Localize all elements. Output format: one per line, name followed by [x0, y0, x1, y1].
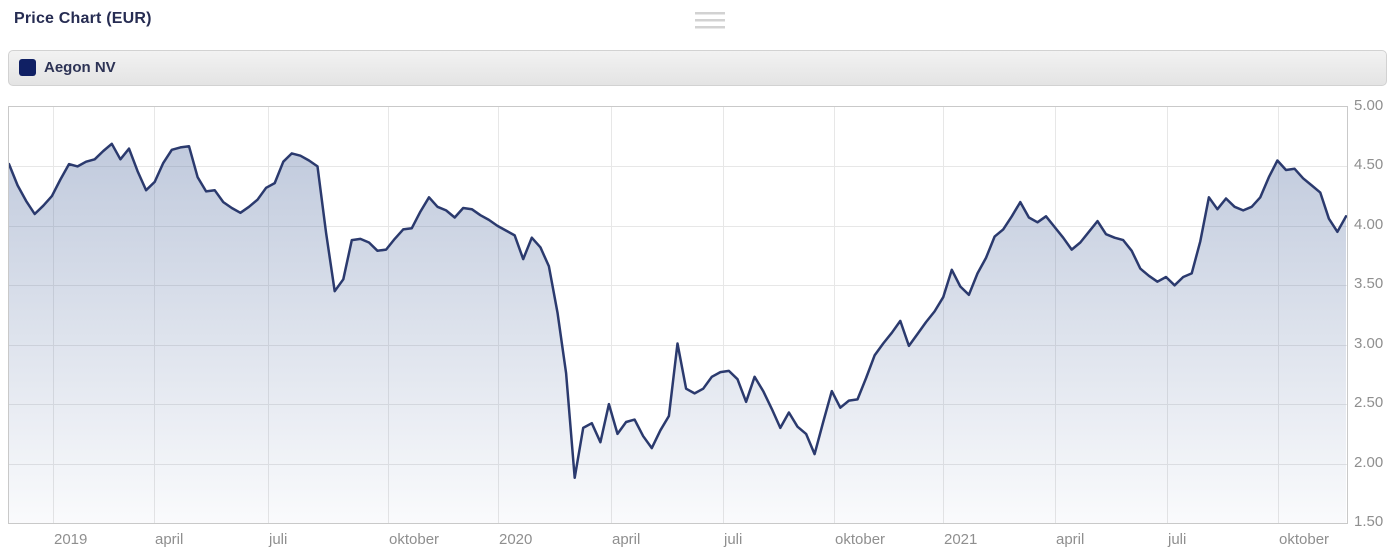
y-axis-label: 1.50 — [1354, 513, 1384, 530]
hamburger-icon — [695, 19, 725, 22]
y-axis-label: 2.50 — [1354, 394, 1384, 411]
x-axis-label: juli — [269, 531, 288, 548]
series-line — [9, 142, 1347, 480]
x-axis-label: april — [612, 531, 641, 548]
page-title: Price Chart (EUR) — [14, 10, 152, 27]
x-axis-label: april — [155, 531, 184, 548]
legend-item-aegon-nv[interactable]: Aegon NV — [19, 59, 116, 76]
x-axis-label: oktober — [835, 531, 886, 548]
x-axis-label: juli — [724, 531, 743, 548]
y-axis-label: 2.00 — [1354, 454, 1384, 471]
y-axis-label: 4.00 — [1354, 216, 1384, 233]
chart-plot-area[interactable] — [8, 106, 1348, 524]
series-area-fill — [9, 143, 1346, 523]
x-axis-label: 2019 — [54, 531, 88, 548]
hamburger-icon — [695, 26, 725, 29]
series-name: Aegon NV — [44, 59, 116, 76]
hamburger-icon — [695, 12, 725, 15]
price-area-chart — [9, 107, 1347, 523]
x-axis-label: oktober — [1279, 531, 1330, 548]
x-axis-label: juli — [1168, 531, 1187, 548]
y-axis-label: 3.00 — [1354, 335, 1384, 352]
y-axis-label: 5.00 — [1354, 97, 1384, 114]
x-axis-label: april — [1056, 531, 1085, 548]
y-axis-label: 4.50 — [1354, 156, 1384, 173]
y-axis-label: 3.50 — [1354, 275, 1384, 292]
x-axis-label: 2020 — [499, 531, 533, 548]
chart-context-menu-button[interactable] — [693, 11, 727, 30]
x-axis-label: oktober — [389, 531, 440, 548]
x-axis-label: 2021 — [944, 531, 978, 548]
series-color-marker — [19, 59, 36, 76]
legend-bar: Aegon NV — [8, 50, 1387, 86]
